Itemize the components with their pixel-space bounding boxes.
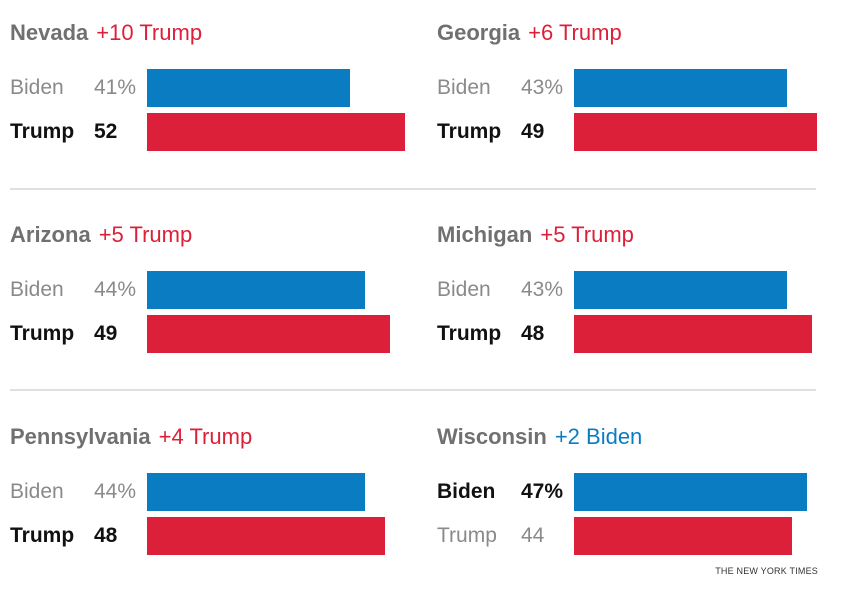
row-divider-1 (10, 188, 816, 190)
biden-label: Biden (10, 480, 64, 503)
poll-margin: +2 Biden (554, 424, 643, 449)
trump-label: Trump (437, 524, 497, 547)
trump-label: Trump (437, 120, 502, 143)
state-title: Michigan +5 Trump (437, 220, 634, 250)
state-name: Pennsylvania (10, 424, 151, 449)
trump-bar (574, 113, 817, 151)
poll-margin: +4 Trump (158, 424, 253, 449)
state-title: Arizona +5 Trump (10, 220, 192, 250)
biden-label: Biden (437, 480, 496, 503)
biden-bar (574, 473, 807, 511)
poll-margin: +10 Trump (96, 20, 203, 45)
trump-bar (147, 113, 405, 151)
trump-label: Trump (10, 120, 75, 143)
trump-label: Trump (10, 322, 75, 345)
poll-margin: +5 Trump (540, 222, 634, 247)
trump-label: Trump (10, 524, 75, 547)
biden-bar (147, 69, 350, 107)
source-credit: THE NEW YORK TIMES (715, 566, 818, 576)
biden-value: 44% (94, 480, 137, 503)
state-name: Arizona (10, 222, 91, 247)
biden-bar (574, 271, 787, 309)
poll-margin: +5 Trump (98, 222, 193, 247)
biden-label: Biden (10, 76, 64, 99)
biden-bar (147, 473, 365, 511)
trump-bar (147, 315, 390, 353)
biden-value: 43% (521, 76, 564, 99)
state-title: Georgia +6 Trump (437, 18, 622, 48)
state-title: Pennsylvania +4 Trump (10, 422, 252, 452)
row-divider-2 (10, 389, 816, 391)
state-title: Nevada +10 Trump (10, 18, 202, 48)
trump-label: Trump (437, 322, 502, 345)
state-panel-nevada: Nevada +10 Trump Biden 41% Trump 52 (10, 0, 410, 151)
trump-value: 48 (94, 524, 118, 547)
trump-value: 49 (521, 120, 545, 143)
trump-bar (574, 517, 792, 555)
state-panel-arizona: Arizona +5 Trump Biden 44% Trump 49 (10, 202, 410, 353)
biden-bar (147, 271, 365, 309)
state-panel-wisconsin: Wisconsin +2 Biden Biden 47% Trump 44 (437, 404, 837, 555)
biden-value: 47% (521, 480, 564, 503)
trump-bar (574, 315, 812, 353)
state-name: Michigan (437, 222, 533, 247)
state-panel-georgia: Georgia +6 Trump Biden 43% Trump 49 (437, 0, 837, 151)
state-panel-michigan: Michigan +5 Trump Biden 43% Trump 48 (437, 202, 837, 353)
biden-value: 43% (521, 278, 564, 301)
biden-label: Biden (437, 76, 491, 99)
trump-value: 49 (94, 322, 118, 345)
biden-value: 44% (94, 278, 137, 301)
trump-value: 44 (521, 524, 545, 547)
state-panel-pennsylvania: Pennsylvania +4 Trump Biden 44% Trump 48 (10, 404, 410, 555)
trump-value: 52 (94, 120, 118, 143)
state-name: Wisconsin (437, 424, 547, 449)
state-name: Georgia (437, 20, 521, 45)
trump-value: 48 (521, 322, 545, 345)
biden-value: 41% (94, 76, 137, 99)
poll-margin: +6 Trump (528, 20, 622, 45)
state-title: Wisconsin +2 Biden (437, 422, 642, 452)
biden-bar (574, 69, 787, 107)
biden-label: Biden (437, 278, 491, 301)
state-name: Nevada (10, 20, 89, 45)
trump-bar (147, 517, 385, 555)
biden-label: Biden (10, 278, 64, 301)
